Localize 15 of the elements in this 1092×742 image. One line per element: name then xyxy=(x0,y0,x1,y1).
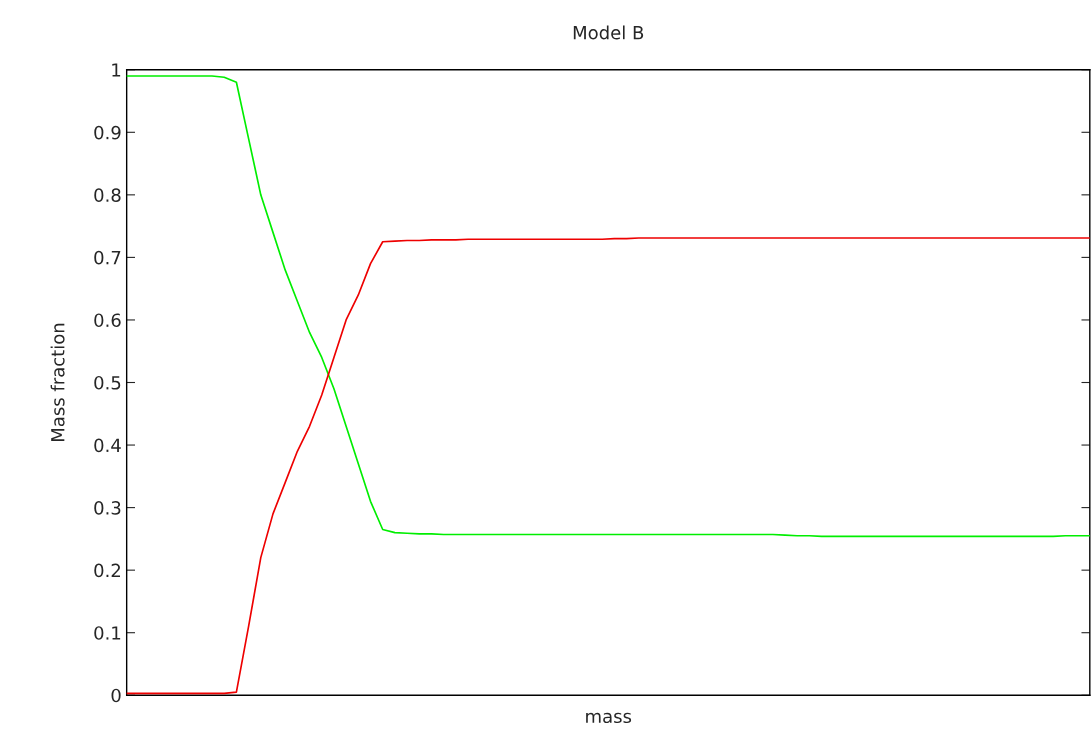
y-tick-label: 0 xyxy=(111,688,121,703)
y-tick-label: 0.6 xyxy=(94,313,121,328)
y-tick-label: 0.7 xyxy=(94,250,121,265)
y-tick-label: 1 xyxy=(112,63,121,77)
x-axis-title: mass xyxy=(586,712,632,724)
y-tick-label: 0.8 xyxy=(94,188,121,202)
y-tick-label: 0.3 xyxy=(94,501,121,515)
y-tick-label: 0.9 xyxy=(94,125,121,140)
y-tick-label: 0.1 xyxy=(94,626,121,640)
y-tick-label: 0.5 xyxy=(94,375,121,390)
y-tick-label: 0.2 xyxy=(94,563,120,578)
chart-title: Model B xyxy=(573,25,644,40)
y-axis-title: Mass fraction xyxy=(50,323,65,441)
y-tick-label: 0.4 xyxy=(94,438,121,453)
line-series xyxy=(126,75,1090,538)
